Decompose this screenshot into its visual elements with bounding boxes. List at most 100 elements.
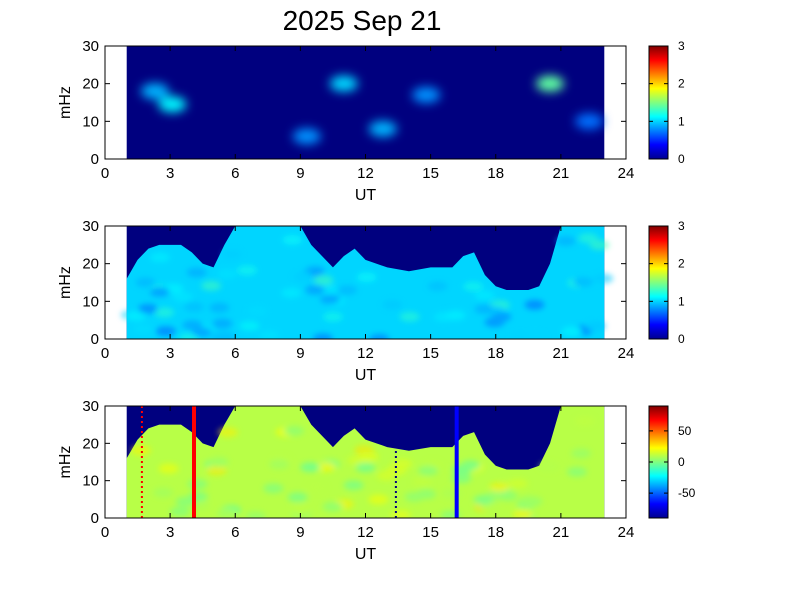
heatmap-patch (315, 462, 336, 473)
y-axis-label: mHz (57, 86, 74, 119)
panel-bottom: 0 3 6 9 12 15 18 21 24 0 10 20 30 UT mHz 50 0 -50 (57, 398, 696, 563)
colorbar (648, 45, 669, 160)
heatmap-patch (343, 480, 364, 491)
y-axis-label: mHz (57, 266, 74, 299)
y-tick-label: 0 (91, 331, 99, 348)
heatmap-patch (154, 307, 175, 318)
y-tick-label: 20 (82, 76, 99, 93)
heatmap-patch (211, 332, 232, 339)
heatmap-patch (245, 511, 266, 518)
colorbar-tick-label: 3 (678, 39, 685, 53)
x-tick-label: 0 (101, 165, 109, 182)
heatmap-patch (524, 299, 545, 310)
heatmap-patch (438, 288, 459, 299)
colorbar-tick-label: -50 (678, 486, 696, 500)
x-tick-label: 6 (231, 165, 239, 182)
heatmap-patch (474, 290, 495, 301)
x-tick-label: 24 (618, 524, 635, 541)
x-tick-label: 3 (166, 524, 174, 541)
heatmap-patch (510, 332, 531, 339)
heatmap-patch (284, 425, 305, 436)
heatmap-patch (319, 285, 340, 296)
heatmap-texture (120, 233, 614, 339)
heatmap-feature (292, 128, 321, 145)
heatmap-patch (201, 280, 222, 291)
heatmap-patch (282, 234, 303, 245)
heatmap-patch (382, 299, 403, 310)
heatmap-patch (182, 320, 203, 331)
heatmap-patch (589, 240, 610, 251)
heatmap-patch (593, 273, 614, 284)
heatmap-patch (399, 311, 420, 322)
heatmap-feature (140, 83, 169, 100)
colorbar-tick-label: 1 (678, 294, 685, 308)
heatmap-patch (312, 333, 333, 339)
plot-area (126, 406, 605, 518)
heatmap-patch (263, 483, 284, 494)
y-tick-label: 0 (91, 510, 99, 527)
heatmap-patch (355, 462, 376, 473)
heatmap-patch (404, 491, 425, 502)
x-tick-label: 9 (296, 165, 304, 182)
heatmap-patch (172, 291, 193, 302)
heatmap-patch (170, 506, 191, 517)
y-tick-label: 10 (82, 473, 99, 490)
heatmap-patch (209, 302, 230, 313)
heatmap-patch (417, 465, 438, 476)
y-tick-label: 30 (82, 38, 99, 55)
heatmap-patch (463, 281, 484, 292)
heatmap-patch (320, 294, 341, 305)
x-axis-label: UT (355, 367, 377, 384)
heatmap-patch (290, 504, 311, 515)
y-axis-label: mHz (57, 446, 74, 479)
colorbar-tick-label: 3 (678, 219, 685, 233)
heatmap-patch (191, 327, 212, 338)
x-tick-label: 18 (487, 165, 504, 182)
heatmap-patch (369, 333, 390, 339)
x-tick-label: 9 (296, 524, 304, 541)
x-tick-label: 12 (357, 345, 374, 362)
x-tick-label: 3 (166, 165, 174, 182)
x-tick-label: 24 (618, 165, 635, 182)
heatmap-patch (158, 463, 179, 474)
heatmap-patch (293, 271, 314, 282)
x-tick-label: 0 (101, 524, 109, 541)
chart-title: 2025 Sep 21 (283, 5, 442, 36)
heatmap-patch (132, 324, 153, 335)
heatmap-patch (138, 303, 159, 314)
x-tick-label: 24 (618, 345, 635, 362)
heatmap-patch (445, 310, 466, 321)
heatmap-patch (574, 415, 595, 426)
x-tick-label: 6 (231, 524, 239, 541)
heatmap-patch (287, 492, 308, 503)
heatmap-patch (150, 252, 171, 263)
heatmap-patch (578, 233, 599, 244)
heatmap-patch (259, 330, 280, 339)
heatmap-patch (149, 286, 170, 297)
heatmap-patch (538, 461, 559, 472)
heatmap-patch (571, 448, 592, 459)
colorbar-tick-label: 0 (678, 152, 685, 166)
heatmap-patch (322, 501, 343, 512)
y-tick-label: 30 (82, 218, 99, 235)
x-tick-label: 6 (231, 345, 239, 362)
heatmap-patch (522, 496, 543, 507)
x-tick-label: 15 (422, 345, 439, 362)
heatmap-feature (575, 113, 604, 130)
heatmap-patch (368, 494, 389, 505)
plot-area (126, 46, 605, 159)
x-tick-label: 18 (487, 524, 504, 541)
heatmap-patch (358, 451, 379, 462)
heatmap-patch (572, 276, 593, 287)
heatmap-patch (306, 482, 327, 493)
x-tick-label: 9 (296, 345, 304, 362)
heatmap-patch (356, 272, 377, 283)
heatmap-patch (390, 510, 411, 518)
colorbar-tick-label: 2 (678, 77, 685, 91)
heatmap-patch (281, 287, 302, 298)
heatmap-patch (322, 311, 343, 322)
heatmap-patch (239, 320, 260, 331)
heatmap-patch (491, 311, 512, 322)
heatmap-patch (489, 482, 510, 493)
